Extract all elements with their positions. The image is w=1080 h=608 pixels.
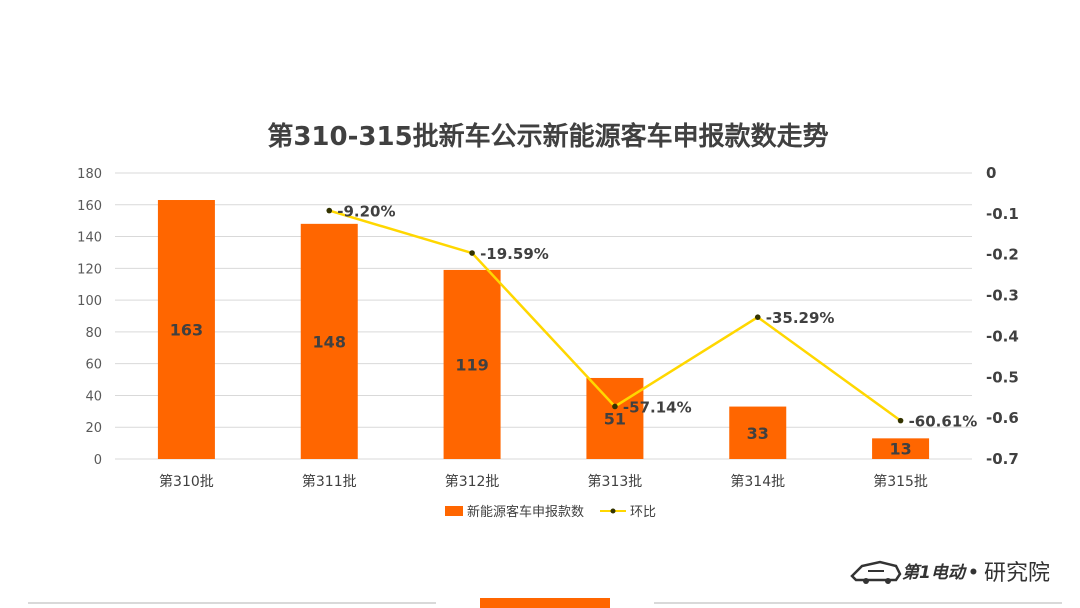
category-label: 第312批	[445, 473, 500, 490]
left-axis-ticks: 0 20 40 60 80 100 120 140 160 180	[77, 167, 102, 468]
chart-title: 第310-315批新车公示新能源客车申报款数走势	[267, 121, 828, 152]
left-tick-label: 80	[85, 326, 102, 341]
bar-value-label: 148	[313, 332, 346, 351]
bar-value-label: 51	[604, 409, 626, 428]
line-point	[469, 250, 475, 256]
right-tick-label: -0.5	[986, 368, 1019, 386]
footer-accent-block	[480, 598, 610, 608]
category-label: 第315批	[873, 473, 928, 490]
category-labels: 第310批 第311批 第312批 第313批 第314批 第315批	[159, 473, 928, 490]
gridlines	[115, 172, 972, 460]
category-label: 第313批	[588, 473, 643, 490]
line-series: -9.20% -19.59% -57.14% -35.29% -60.61%	[326, 203, 977, 431]
right-tick-label: 0	[986, 164, 996, 182]
bar-value-label: 163	[170, 321, 203, 340]
line-value-label: -57.14%	[623, 398, 692, 416]
category-label: 第311批	[302, 473, 357, 490]
line-point	[754, 314, 761, 320]
brand-logo: 第1电动 • 研究院	[850, 560, 1050, 586]
legend-bar-label: 新能源客车申报款数	[467, 504, 584, 520]
line-value-label: -35.29%	[766, 309, 835, 327]
right-axis-ticks: 0 -0.1 -0.2 -0.3 -0.4 -0.5 -0.6 -0.7	[986, 164, 1019, 468]
legend-bar-swatch	[445, 506, 463, 516]
legend: 新能源客车申报款数 环比	[445, 504, 656, 520]
line-point	[897, 417, 904, 424]
bar-data-labels: 163 148 119 51 33 13	[170, 321, 912, 459]
bar-value-label: 13	[889, 440, 911, 459]
footer-bar	[28, 598, 1062, 608]
right-tick-label: -0.4	[986, 327, 1019, 345]
line-point	[612, 403, 618, 410]
legend-line-label: 环比	[630, 505, 656, 520]
line-value-label: -19.59%	[480, 245, 549, 263]
bar	[443, 269, 501, 459]
category-label: 第314批	[730, 473, 785, 490]
bar	[586, 377, 644, 459]
logo-separator: •	[968, 563, 979, 583]
left-tick-label: 20	[85, 421, 102, 436]
bar-value-label: 119	[455, 355, 488, 374]
line-value-label: -60.61%	[909, 413, 978, 431]
logo-brand-text: 第1电动	[902, 563, 968, 583]
logo-suffix-text: 研究院	[984, 561, 1050, 586]
left-tick-label: 100	[77, 294, 102, 309]
bar	[872, 438, 930, 459]
right-tick-label: -0.2	[986, 246, 1019, 264]
left-tick-label: 60	[85, 358, 102, 373]
category-label: 第310批	[159, 473, 214, 490]
right-tick-label: -0.1	[986, 205, 1019, 223]
right-tick-label: -0.6	[986, 409, 1019, 427]
bar-series	[157, 200, 930, 459]
car-logo-icon	[850, 560, 902, 584]
left-tick-label: 0	[94, 453, 102, 468]
bar	[157, 200, 215, 459]
left-tick-label: 40	[85, 389, 102, 404]
left-tick-label: 120	[77, 262, 102, 277]
left-tick-label: 160	[77, 199, 102, 214]
left-tick-label: 180	[77, 167, 102, 182]
bar	[729, 406, 787, 459]
bar-value-label: 33	[747, 424, 769, 443]
line-point	[326, 207, 333, 214]
legend-line-marker	[610, 508, 616, 514]
left-tick-label: 140	[77, 231, 102, 246]
right-tick-label: -0.7	[986, 450, 1019, 468]
right-tick-label: -0.3	[986, 287, 1019, 305]
bar	[300, 223, 358, 459]
line-value-label: -9.20%	[337, 203, 395, 221]
